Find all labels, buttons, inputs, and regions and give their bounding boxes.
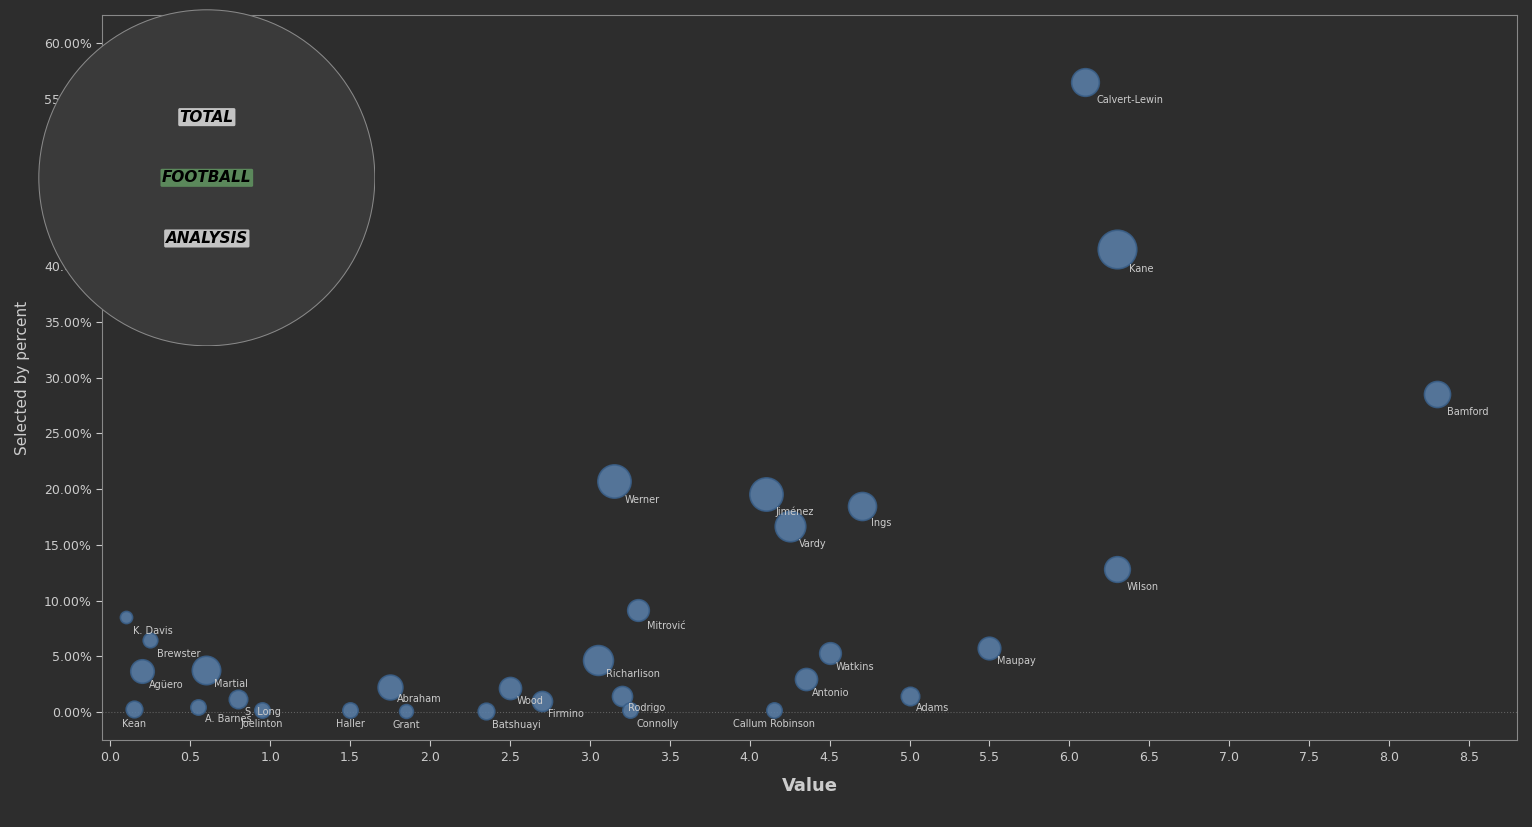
Point — [818, 647, 843, 660]
Text: Kane: Kane — [1129, 264, 1154, 274]
Text: Firmino: Firmino — [548, 709, 584, 719]
Text: ANALYSIS: ANALYSIS — [165, 231, 248, 246]
Text: Watkins: Watkins — [836, 662, 875, 672]
Text: Callum Robinson: Callum Robinson — [732, 719, 815, 729]
Point — [339, 704, 363, 717]
Point — [610, 689, 634, 702]
Circle shape — [38, 9, 375, 347]
Text: Bamford: Bamford — [1446, 407, 1488, 417]
Y-axis label: Selected by percent: Selected by percent — [15, 300, 31, 455]
Point — [777, 519, 801, 533]
Point — [473, 705, 498, 718]
Text: Wilson: Wilson — [1128, 581, 1160, 592]
Text: S. Long: S. Long — [245, 707, 280, 717]
Point — [898, 689, 922, 702]
Text: K. Davis: K. Davis — [133, 626, 173, 636]
Point — [794, 672, 818, 686]
Text: Calvert-Lewin: Calvert-Lewin — [1097, 95, 1164, 105]
Point — [225, 692, 250, 705]
Point — [754, 487, 778, 500]
Point — [1105, 563, 1129, 576]
Point — [123, 702, 147, 715]
Point — [498, 681, 522, 695]
Point — [250, 704, 274, 717]
Text: Abraham: Abraham — [397, 695, 441, 705]
Text: FOOTBALL: FOOTBALL — [162, 170, 251, 185]
Text: Mitrović: Mitrović — [648, 621, 686, 631]
Text: Joelinton: Joelinton — [241, 719, 283, 729]
Text: Haller: Haller — [336, 719, 365, 729]
Text: Ings: Ings — [872, 519, 892, 528]
Text: Kean: Kean — [123, 719, 147, 729]
Text: Rodrigo: Rodrigo — [628, 703, 665, 714]
Text: Richarlison: Richarlison — [605, 669, 660, 679]
Text: Grant: Grant — [392, 720, 420, 730]
Point — [394, 705, 418, 718]
Text: Jiménez: Jiménez — [775, 507, 813, 518]
Point — [113, 611, 138, 624]
Point — [530, 695, 555, 708]
Point — [761, 704, 786, 717]
Text: Martial: Martial — [214, 679, 248, 689]
Text: Connolly: Connolly — [636, 719, 679, 729]
Point — [977, 641, 1002, 654]
Point — [849, 500, 873, 513]
X-axis label: Value: Value — [781, 777, 838, 796]
Point — [617, 704, 642, 717]
Point — [195, 663, 219, 676]
Point — [185, 700, 210, 714]
Point — [602, 475, 627, 488]
Text: TOTAL: TOTAL — [179, 110, 234, 125]
Text: Agüero: Agüero — [149, 680, 184, 690]
Point — [625, 603, 650, 616]
Point — [1072, 75, 1097, 88]
Text: A. Barnes: A. Barnes — [205, 715, 251, 724]
Point — [138, 633, 162, 647]
Text: Wood: Wood — [516, 696, 544, 705]
Text: Vardy: Vardy — [800, 539, 827, 549]
Text: Werner: Werner — [625, 495, 660, 504]
Text: Antonio: Antonio — [812, 688, 850, 698]
Text: Maupay: Maupay — [997, 657, 1036, 667]
Point — [585, 653, 610, 667]
Text: Adams: Adams — [916, 703, 950, 714]
Point — [378, 680, 403, 693]
Point — [1425, 388, 1449, 401]
Point — [130, 664, 155, 677]
Text: Batshuayi: Batshuayi — [492, 720, 541, 730]
Text: Brewster: Brewster — [156, 648, 201, 658]
Point — [1105, 242, 1129, 256]
